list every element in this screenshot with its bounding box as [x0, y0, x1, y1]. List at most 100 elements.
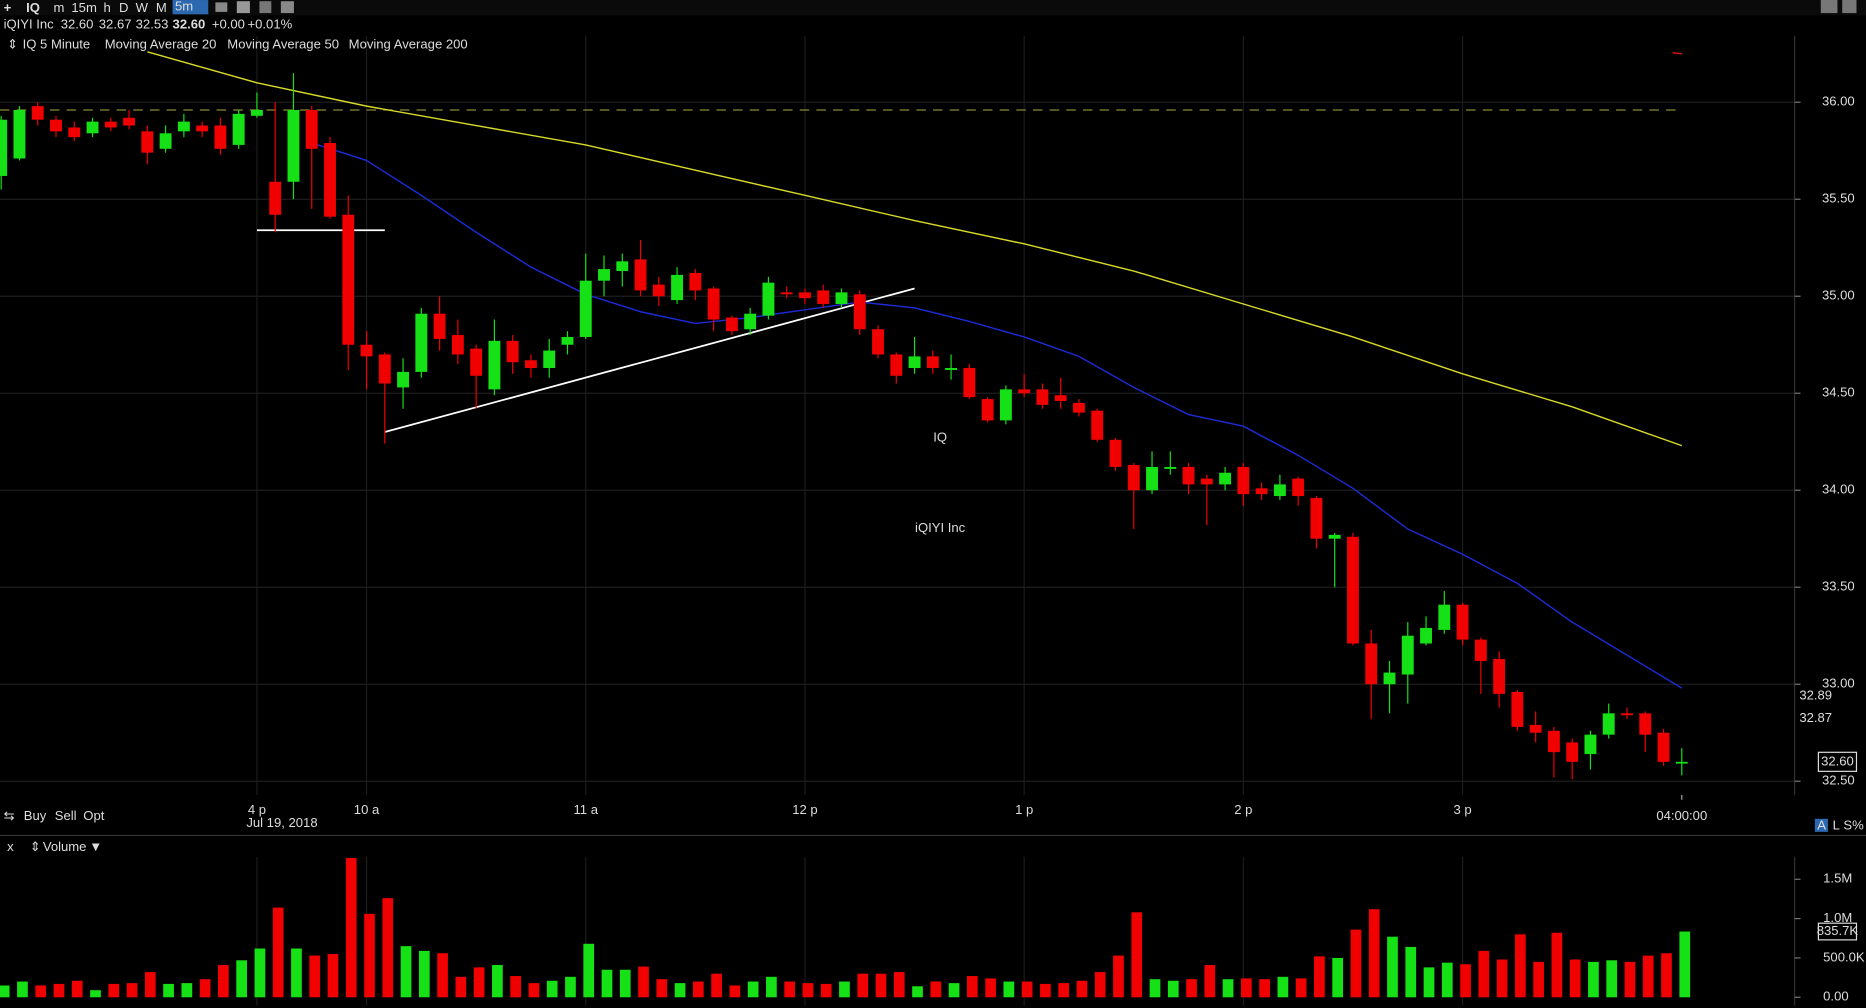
candle-body: [86, 121, 99, 134]
volume-bar: [437, 953, 448, 998]
candle-body: [433, 313, 446, 339]
opt-button[interactable]: Opt: [83, 808, 104, 823]
candle-body: [1438, 604, 1451, 630]
candle-body: [945, 368, 958, 370]
moving-average: [311, 142, 1683, 689]
interval[interactable]: M: [156, 0, 167, 15]
symbol[interactable]: IQ: [26, 0, 40, 15]
candle-body: [598, 269, 610, 281]
volume-bar: [839, 981, 850, 998]
candle-body: [744, 313, 757, 330]
interval[interactable]: D: [119, 0, 128, 15]
candle-body: [689, 272, 702, 291]
volume-bar: [528, 983, 540, 998]
volume-bar: [473, 967, 485, 998]
candle-body: [1639, 713, 1652, 735]
pane-close[interactable]: x: [7, 839, 14, 854]
volume-bar: [364, 913, 375, 998]
volume-title[interactable]: Volume: [43, 839, 87, 854]
volume-bar: [1350, 929, 1362, 998]
window-icon[interactable]: [1842, 0, 1857, 14]
scale-button[interactable]: A: [1817, 817, 1826, 832]
candle-body: [214, 125, 227, 149]
moving-average: [1672, 52, 1682, 55]
buy-button[interactable]: Buy: [24, 808, 47, 823]
candle-body: [13, 110, 26, 159]
candle-body: [1347, 536, 1359, 644]
volume-bar: [1167, 980, 1179, 998]
quote-open: 32.60: [61, 16, 94, 31]
scale-button-bg[interactable]: [1814, 818, 1828, 832]
legend-icon: ⇕: [7, 37, 18, 52]
candle-body: [1657, 732, 1670, 762]
tool-icon[interactable]: [280, 1, 294, 14]
interval-active-bg[interactable]: [172, 0, 209, 15]
legend-entry[interactable]: Moving Average 20: [105, 37, 217, 52]
volume-bar: [1514, 934, 1526, 998]
candle-body: [1292, 478, 1305, 497]
buy-sell-icon[interactable]: ⇆: [4, 808, 15, 823]
scale-button[interactable]: S%: [1843, 817, 1864, 832]
candle-body: [835, 292, 848, 304]
volume-bar: [1259, 979, 1270, 998]
candle-body: [1091, 410, 1104, 440]
add-icon[interactable]: +: [4, 0, 12, 15]
volume-bar: [930, 981, 942, 998]
candle-body: [451, 335, 464, 355]
volume-bar: [1460, 964, 1471, 998]
volume-bar: [1551, 932, 1563, 998]
interval[interactable]: h: [104, 0, 111, 15]
candle-body: [1547, 730, 1560, 753]
volume-bar: [820, 983, 832, 998]
candle-body: [1675, 761, 1688, 764]
volume-bar: [35, 985, 47, 998]
x-tick-label: 1 p: [1015, 802, 1033, 817]
volume-bar: [455, 976, 467, 998]
volume-bar: [345, 858, 357, 998]
x-tick-label: 11 a: [574, 802, 599, 817]
legend-entry[interactable]: Moving Average 50: [227, 37, 339, 52]
volume-bar: [638, 966, 649, 998]
candle-body: [890, 354, 903, 376]
dropdown[interactable]: ▼: [89, 839, 102, 854]
chart-type-icon[interactable]: [215, 2, 228, 12]
volume-bar: [802, 983, 814, 998]
interval[interactable]: W: [136, 0, 149, 15]
interval[interactable]: m: [54, 0, 65, 15]
candle-body: [872, 329, 884, 355]
sell-button[interactable]: Sell: [55, 808, 77, 823]
volume-bar: [1058, 983, 1070, 998]
volume-bar: [1003, 981, 1015, 998]
window-icon[interactable]: [1820, 0, 1838, 14]
candle-body: [1073, 402, 1085, 413]
legend-main[interactable]: IQ 5 Minute: [23, 37, 91, 52]
candle-body: [725, 317, 738, 332]
scale-button[interactable]: L: [1833, 817, 1840, 832]
legend-entry[interactable]: Moving Average 200: [349, 37, 468, 52]
candle-body: [506, 340, 519, 363]
candle-body: [1529, 724, 1542, 733]
candle-body: [31, 106, 44, 120]
candle-body: [1109, 439, 1122, 467]
volume-bar: [17, 981, 28, 998]
candle-body: [68, 127, 81, 138]
volume-bar: [144, 972, 156, 998]
volume-bar: [985, 978, 996, 998]
interval-active[interactable]: 5m: [175, 0, 193, 14]
candle-body: [524, 360, 537, 369]
x-tick-label: 3 p: [1453, 802, 1471, 817]
tool-icon[interactable]: [259, 1, 272, 14]
candle-body: [1456, 604, 1469, 640]
y-tick-label: 33.00: [1822, 676, 1855, 691]
volume-bar: [291, 948, 302, 998]
volume-bar: [236, 960, 247, 998]
candle-body: [981, 399, 994, 421]
y-tick-label: 36.00: [1822, 94, 1855, 109]
volume-bar: [400, 946, 412, 998]
volume-bar: [510, 976, 522, 998]
interval[interactable]: 15m: [71, 0, 97, 15]
volume-bar: [254, 948, 266, 998]
moving-average: [147, 51, 1683, 447]
tool-icon[interactable]: [236, 1, 250, 14]
candle-body: [470, 348, 483, 376]
